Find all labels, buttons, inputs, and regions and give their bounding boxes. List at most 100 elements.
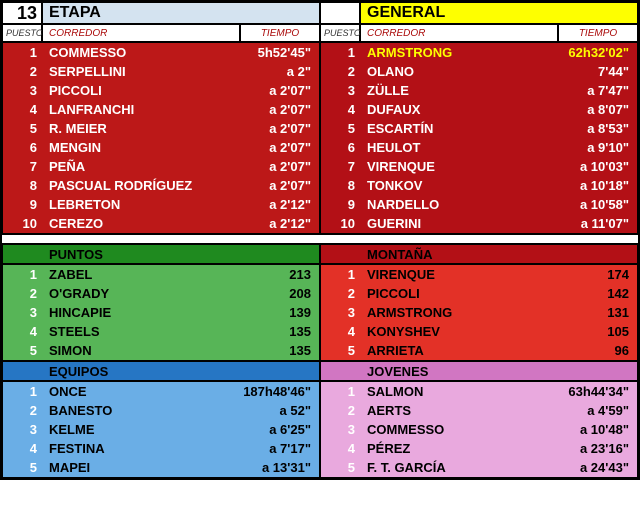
col-tiempo: TIEMPO (558, 24, 638, 42)
equipos-rows: 1ONCE187h48'46"2BANESTOa 52"3KELMEa 6'25… (2, 381, 320, 478)
pos: 5 (321, 343, 361, 358)
etapa-title: ETAPA (42, 2, 320, 24)
pos: 5 (3, 343, 43, 358)
time: a 2'07" (239, 102, 319, 117)
table-row: 7PEÑAa 2'07" (3, 157, 319, 176)
rider: GUERINI (361, 216, 557, 231)
time: a 8'07" (557, 102, 637, 117)
table-row: 3ZÜLLEa 7'47" (321, 81, 637, 100)
pos: 2 (321, 403, 361, 418)
pos: 2 (321, 64, 361, 79)
pos: 5 (321, 121, 361, 136)
pos: 2 (321, 286, 361, 301)
name: AERTS (361, 403, 547, 418)
table-row: 2OLANO7'44" (321, 62, 637, 81)
table-row: 10GUERINIa 11'07" (321, 214, 637, 233)
rider: PASCUAL RODRÍGUEZ (43, 178, 239, 193)
puntos-rows: 1ZABEL2132O'GRADY2083HINCAPIE1394STEELS1… (2, 264, 320, 361)
pos: 1 (3, 384, 43, 399)
name: KELME (43, 422, 229, 437)
pos: 9 (3, 197, 43, 212)
table-row: 8TONKOVa 10'18" (321, 176, 637, 195)
jovenes-rows: 1SALMON63h44'34"2AERTSa 4'59"3COMMESSOa … (320, 381, 638, 478)
name: ARMSTRONG (361, 305, 547, 320)
table-row: 2PICCOLI142 (321, 284, 637, 303)
table-row: 3KELMEa 6'25" (3, 420, 319, 439)
table-row: 6MENGINa 2'07" (3, 138, 319, 157)
table-row: 2BANESTOa 52" (3, 401, 319, 420)
pos: 6 (3, 140, 43, 155)
table-row: 3PICCOLIa 2'07" (3, 81, 319, 100)
name: COMMESSO (361, 422, 547, 437)
table-row: 3ARMSTRONG131 (321, 303, 637, 322)
pos: 8 (3, 178, 43, 193)
pos: 3 (3, 422, 43, 437)
pos: 8 (321, 178, 361, 193)
pos: 3 (321, 422, 361, 437)
pos: 4 (321, 441, 361, 456)
name: SIMON (43, 343, 229, 358)
rider: DUFAUX (361, 102, 557, 117)
rider: CEREZO (43, 216, 239, 231)
pos: 3 (321, 305, 361, 320)
value: 174 (547, 267, 637, 282)
table-row: 4DUFAUXa 8'07" (321, 100, 637, 119)
time: a 2'12" (239, 197, 319, 212)
pos: 1 (321, 384, 361, 399)
pos: 6 (321, 140, 361, 155)
general-rows: 1ARMSTRONG62h32'02"2OLANO7'44"3ZÜLLEa 7'… (320, 42, 638, 234)
table-row: 5R. MEIERa 2'07" (3, 119, 319, 138)
pos: 10 (321, 216, 361, 231)
value: a 13'31" (229, 460, 319, 475)
name: FESTINA (43, 441, 229, 456)
rider: LANFRANCHI (43, 102, 239, 117)
montana-rows: 1VIRENQUE1742PICCOLI1423ARMSTRONG1314KON… (320, 264, 638, 361)
rider: ARMSTRONG (361, 45, 557, 60)
rider: MENGIN (43, 140, 239, 155)
rider: NARDELLO (361, 197, 557, 212)
rider: PEÑA (43, 159, 239, 174)
rider: HEULOT (361, 140, 557, 155)
table-row: 5ESCARTÍNa 8'53" (321, 119, 637, 138)
value: 213 (229, 267, 319, 282)
table-row: 9LEBRETONa 2'12" (3, 195, 319, 214)
rider: ESCARTÍN (361, 121, 557, 136)
time: a 2'07" (239, 140, 319, 155)
col-puesto: PUESTO (320, 24, 360, 42)
pos: 3 (3, 83, 43, 98)
general-title: GENERAL (360, 2, 638, 24)
table-row: 4STEELS135 (3, 322, 319, 341)
value: a 4'59" (547, 403, 637, 418)
table-row: 1ARMSTRONG62h32'02" (321, 43, 637, 62)
table-row: 5MAPEIa 13'31" (3, 458, 319, 477)
value: a 52" (229, 403, 319, 418)
name: VIRENQUE (361, 267, 547, 282)
time: 5h52'45" (239, 45, 319, 60)
table-row: 2AERTSa 4'59" (321, 401, 637, 420)
table-row: 4LANFRANCHIa 2'07" (3, 100, 319, 119)
time: a 10'03" (557, 159, 637, 174)
pos: 7 (321, 159, 361, 174)
name: SALMON (361, 384, 547, 399)
table-row: 5SIMON135 (3, 341, 319, 360)
general-subheader: PUESTO CORREDOR TIEMPO (320, 24, 638, 42)
name: MAPEI (43, 460, 229, 475)
time: 62h32'02" (557, 45, 637, 60)
table-row: 4FESTINAa 7'17" (3, 439, 319, 458)
pos: 4 (3, 441, 43, 456)
time: a 2'12" (239, 216, 319, 231)
montana-panel: MONTAÑA 1VIRENQUE1742PICCOLI1423ARMSTRON… (320, 244, 638, 361)
table-row: 2SERPELLINIa 2" (3, 62, 319, 81)
value: a 7'17" (229, 441, 319, 456)
table-row: 3COMMESSOa 10'48" (321, 420, 637, 439)
etapa-panel: 13 ETAPA PUESTO CORREDOR TIEMPO 1COMMESS… (2, 2, 320, 234)
col-tiempo: TIEMPO (240, 24, 320, 42)
value: 135 (229, 343, 319, 358)
equipos-panel: EQUIPOS 1ONCE187h48'46"2BANESTOa 52"3KEL… (2, 361, 320, 478)
pos: 2 (3, 64, 43, 79)
value: 142 (547, 286, 637, 301)
table-row: 5ARRIETA96 (321, 341, 637, 360)
rider: SERPELLINI (43, 64, 239, 79)
value: a 6'25" (229, 422, 319, 437)
table-row: 10CEREZOa 2'12" (3, 214, 319, 233)
